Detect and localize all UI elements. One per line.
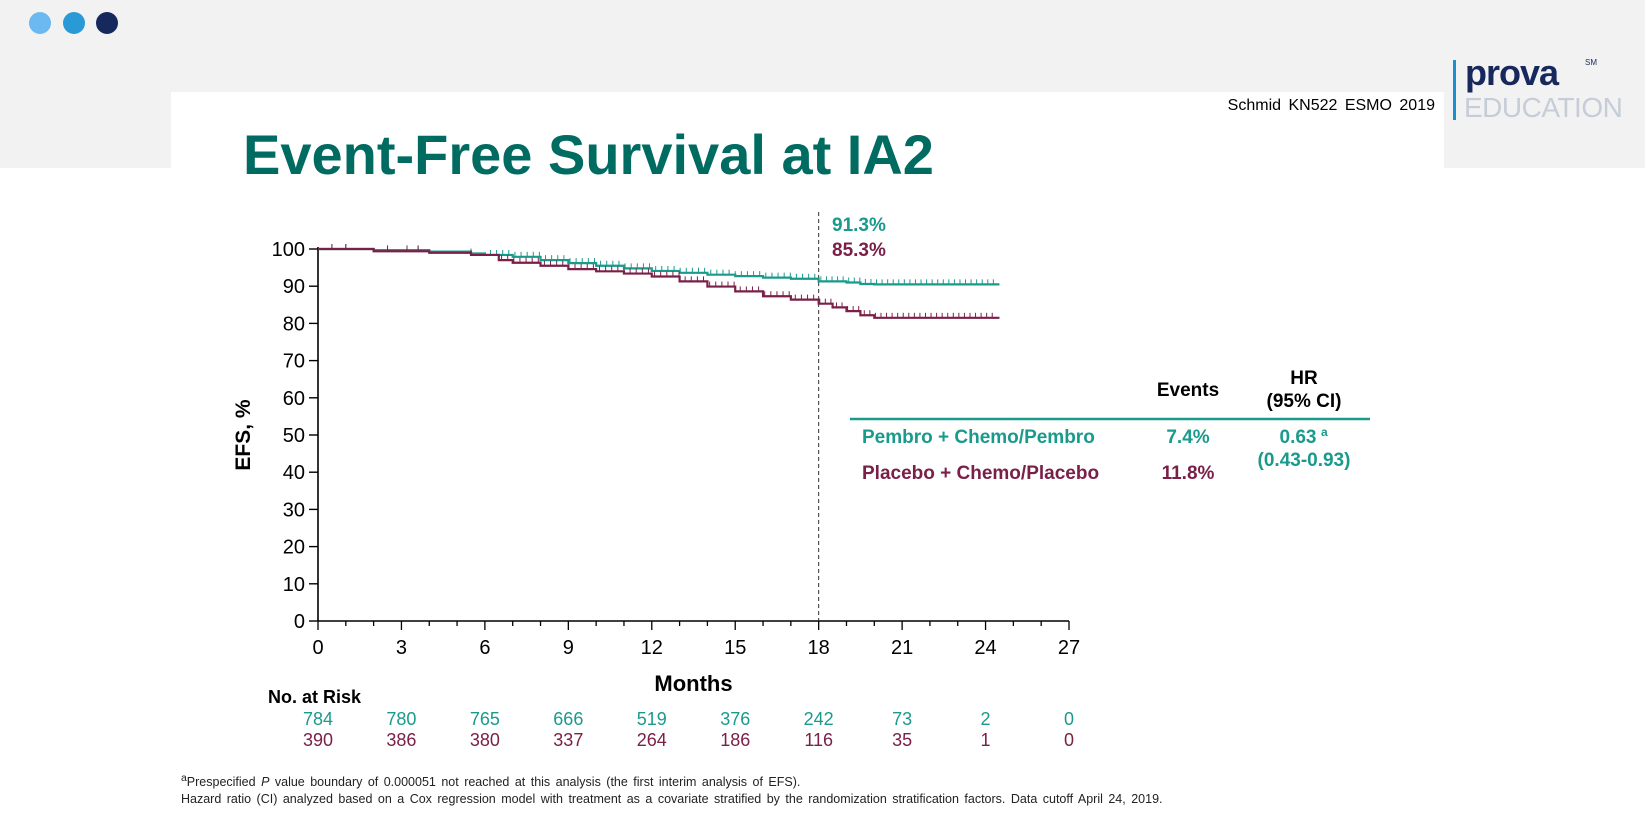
footnote-2: Hazard ratio (CI) analyzed based on a Co…	[181, 792, 1163, 807]
window-dot-dark[interactable]	[96, 12, 118, 34]
x-axis-label: Months	[654, 671, 732, 696]
chart-series	[318, 244, 1000, 319]
legend-hr-value: 0.63	[1280, 427, 1317, 448]
risk-cell: 0	[1064, 730, 1074, 750]
risk-cell: 666	[553, 709, 583, 729]
x-tick-label: 15	[724, 637, 746, 659]
legend-header-hr: HR	[1290, 368, 1318, 389]
risk-cell: 242	[804, 709, 834, 729]
y-tick-label: 10	[283, 574, 305, 596]
risk-cell: 376	[720, 709, 750, 729]
window-dot-light[interactable]	[29, 12, 51, 34]
legend-table: Events HR(95% CI) Pembro + Chemo/Pembro 7.4…	[850, 368, 1370, 484]
annotation-placebo: 85.3%	[832, 240, 886, 261]
legend-hr-superscript: a	[1321, 425, 1328, 439]
y-tick-label: 70	[283, 351, 305, 373]
km-curve-placebo	[318, 247, 1000, 319]
slide-canvas	[171, 92, 1444, 840]
legend-label-placebo: Placebo + Chemo/Placebo	[862, 463, 1099, 484]
risk-cell: 390	[303, 730, 333, 750]
y-tick-label: 90	[283, 276, 305, 298]
risk-cell: 380	[470, 730, 500, 750]
risk-cell: 116	[804, 730, 833, 750]
citation: Schmid KN522 ESMO 2019	[1227, 97, 1435, 114]
censor-marks-pembro	[331, 244, 994, 285]
legend-events-placebo: 11.8%	[1162, 463, 1215, 484]
risk-cell: 1	[981, 730, 991, 750]
y-tick-label: 30	[283, 499, 305, 521]
x-tick-label: 0	[312, 637, 323, 659]
y-axis-label: EFS, %	[232, 399, 255, 471]
prova-education-logo: prova SM EDUCATION	[1453, 52, 1633, 123]
chart-axes: 0 10 20 30 40 50 60 70 80 90 100 0 3 6 9 12 15 18 21 24 27 Mo…	[232, 212, 1080, 696]
footnotes: aPrespecified P value boundary of 0.0000…	[181, 770, 1163, 808]
x-tick-label: 27	[1058, 637, 1080, 659]
logo-prova-text: prova	[1465, 52, 1559, 93]
risk-cell: 186	[720, 730, 750, 750]
risk-cell: 264	[637, 730, 667, 750]
x-tick-label: 9	[563, 637, 574, 659]
risk-cell: 765	[470, 709, 500, 729]
y-tick-label: 80	[283, 313, 305, 335]
risk-cell: 784	[303, 709, 333, 729]
censor-marks-placebo	[331, 244, 993, 318]
annotation-pembro: 91.3%	[832, 215, 886, 236]
x-tick-label: 24	[974, 637, 996, 659]
risk-cell: 0	[1064, 709, 1074, 729]
y-tick-label: 50	[283, 425, 305, 447]
x-tick-label: 12	[641, 637, 663, 659]
y-tick-label: 20	[283, 537, 305, 559]
logo-education-text: EDUCATION	[1464, 92, 1623, 123]
risk-cell: 2	[981, 709, 991, 729]
risk-cell: 519	[637, 709, 667, 729]
y-tick-label: 100	[272, 239, 305, 261]
risk-cell: 780	[386, 709, 416, 729]
legend-events-pembro: 7.4%	[1166, 427, 1209, 448]
legend-header-ci: (95% CI)	[1267, 391, 1342, 412]
x-tick-label: 3	[396, 637, 407, 659]
risk-cell: 337	[553, 730, 583, 750]
footnote-1-p: P	[261, 775, 270, 790]
risk-cell: 35	[892, 730, 912, 750]
y-tick-label: 60	[283, 388, 305, 410]
footnote-1: aPrespecified P value boundary of 0.0000…	[181, 770, 1163, 791]
y-tick-label: 40	[283, 462, 305, 484]
footnote-1-post: value boundary of 0.000051 not reached a…	[269, 775, 801, 790]
x-tick-label: 18	[808, 637, 830, 659]
chart-annotations: 91.3% 85.3%	[832, 215, 886, 261]
x-tick-label: 21	[891, 637, 913, 659]
footnote-1-sup: a	[181, 773, 187, 784]
window-dot-mid[interactable]	[63, 12, 85, 34]
legend-label-pembro: Pembro + Chemo/Pembro	[862, 427, 1095, 448]
legend-header-events: Events	[1157, 380, 1219, 401]
risk-table-title: No. at Risk	[268, 687, 362, 707]
logo-bar	[1453, 60, 1456, 120]
y-tick-label: 0	[294, 611, 305, 633]
risk-cell: 73	[892, 709, 912, 729]
risk-cell: 386	[386, 730, 416, 750]
km-curve-pembro	[318, 247, 1000, 286]
footnote-1-pre: Prespecified	[186, 775, 262, 790]
legend-hr-ci: (0.43-0.93)	[1258, 450, 1351, 471]
slide-title: Event-Free Survival at IA2	[243, 123, 934, 186]
x-tick-label: 6	[479, 637, 490, 659]
logo-sm-mark: SM	[1585, 58, 1597, 67]
